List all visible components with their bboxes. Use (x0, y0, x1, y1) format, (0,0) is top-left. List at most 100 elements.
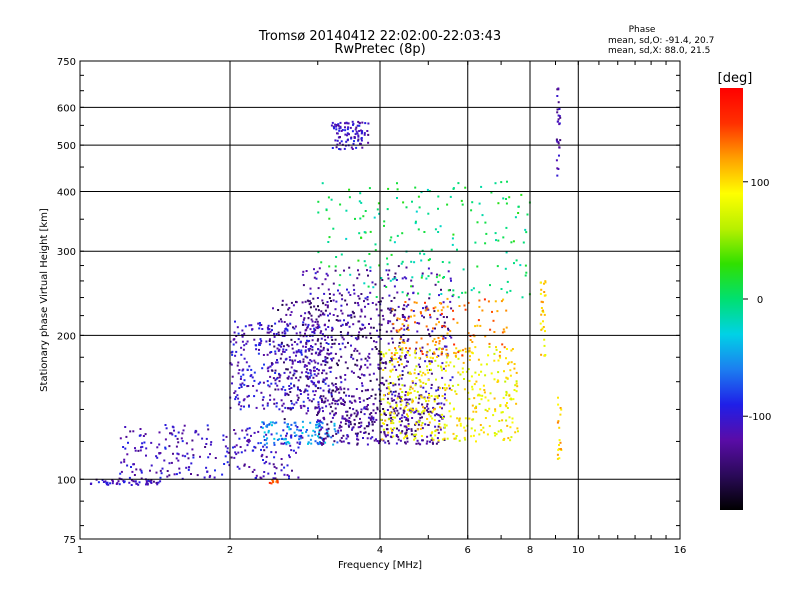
scatter-cluster (556, 396, 563, 460)
scatter-point (209, 443, 212, 446)
scatter-point (123, 460, 126, 463)
scatter-point (470, 427, 473, 430)
scatter-point (522, 241, 525, 244)
scatter-point (458, 439, 461, 442)
scatter-point (369, 332, 372, 335)
scatter-point (321, 401, 323, 403)
scatter-point (400, 403, 403, 406)
scatter-point (265, 340, 268, 343)
scatter-point (362, 437, 364, 439)
x-tick-label: 1 (77, 545, 83, 556)
scatter-point (407, 424, 410, 427)
scatter-point (305, 341, 308, 344)
scatter-point (307, 434, 310, 437)
scatter-point (430, 383, 433, 386)
scatter-point (310, 360, 313, 363)
scatter-point (331, 339, 334, 341)
scatter-point (364, 315, 367, 318)
scatter-point (305, 429, 308, 431)
scatter-point (401, 277, 404, 280)
scatter-point (516, 385, 519, 388)
scatter-point (288, 456, 291, 459)
scatter-point (404, 398, 407, 401)
scatter-point (266, 353, 269, 356)
scatter-point (158, 452, 161, 455)
scatter-point (336, 400, 338, 403)
scatter-point (396, 234, 399, 237)
scatter-point (439, 387, 442, 390)
scatter-point (255, 348, 258, 351)
scatter-point (325, 272, 328, 275)
scatter-point (307, 397, 310, 400)
scatter-point (321, 380, 324, 383)
scatter-point (354, 347, 357, 350)
scatter-point (288, 388, 291, 390)
scatter-point (321, 399, 323, 402)
scatter-point (356, 442, 359, 445)
scatter-point (511, 417, 514, 420)
scatter-point (509, 289, 512, 292)
scatter-point (257, 352, 260, 355)
scatter-point (187, 457, 190, 460)
scatter-point (365, 408, 368, 410)
scatter-point (457, 371, 460, 374)
scatter-point (429, 434, 432, 437)
scatter-point (326, 306, 329, 309)
scatter-point (237, 332, 240, 335)
scatter-point (192, 454, 195, 457)
scatter-point (512, 398, 515, 401)
colorbar-label: [deg] (718, 71, 753, 86)
scatter-point (328, 265, 331, 268)
scatter-point (468, 379, 471, 382)
scatter-point (287, 345, 290, 348)
scatter-point (358, 331, 361, 334)
scatter-point (442, 367, 445, 370)
scatter-point (262, 381, 265, 384)
scatter-point (515, 259, 518, 262)
scatter-point (388, 388, 391, 391)
scatter-point (369, 230, 372, 233)
scatter-point (332, 397, 335, 400)
scatter-point (464, 350, 467, 353)
scatter-point (332, 282, 335, 285)
scatter-point (454, 354, 457, 357)
scatter-point (525, 231, 528, 234)
scatter-point (407, 391, 410, 394)
scatter-point (138, 481, 141, 484)
scatter-point (208, 476, 211, 479)
scatter-point (397, 395, 400, 398)
scatter-point (297, 446, 300, 449)
scatter-point (341, 342, 344, 345)
scatter-point (377, 202, 380, 205)
scatter-point (324, 356, 327, 358)
scatter-point (266, 424, 269, 427)
scatter-point (392, 358, 395, 361)
scatter-point (426, 365, 428, 368)
scatter-point (436, 356, 439, 358)
scatter-point (369, 363, 372, 366)
scatter-point (334, 390, 337, 393)
scatter-point (314, 352, 317, 355)
scatter-point (308, 362, 311, 365)
scatter-point (505, 326, 508, 329)
scatter-point (254, 477, 257, 480)
scatter-point (346, 333, 349, 336)
scatter-point (360, 424, 363, 427)
scatter-point (401, 374, 404, 376)
scatter-point (393, 427, 396, 430)
scatter-point (324, 323, 326, 326)
scatter-point (312, 429, 315, 432)
scatter-point (385, 428, 388, 431)
scatter-point (356, 277, 359, 280)
scatter-point (404, 435, 407, 438)
scatter-point (319, 350, 322, 353)
scatter-point (196, 474, 199, 477)
scatter-point (494, 410, 497, 413)
scatter-point (386, 208, 389, 211)
scatter-point (428, 293, 431, 296)
scatter-point (258, 327, 261, 330)
y-tick-label: 75 (63, 535, 76, 546)
scatter-point (276, 347, 279, 350)
scatter-point (306, 326, 309, 329)
scatter-point (506, 407, 509, 409)
